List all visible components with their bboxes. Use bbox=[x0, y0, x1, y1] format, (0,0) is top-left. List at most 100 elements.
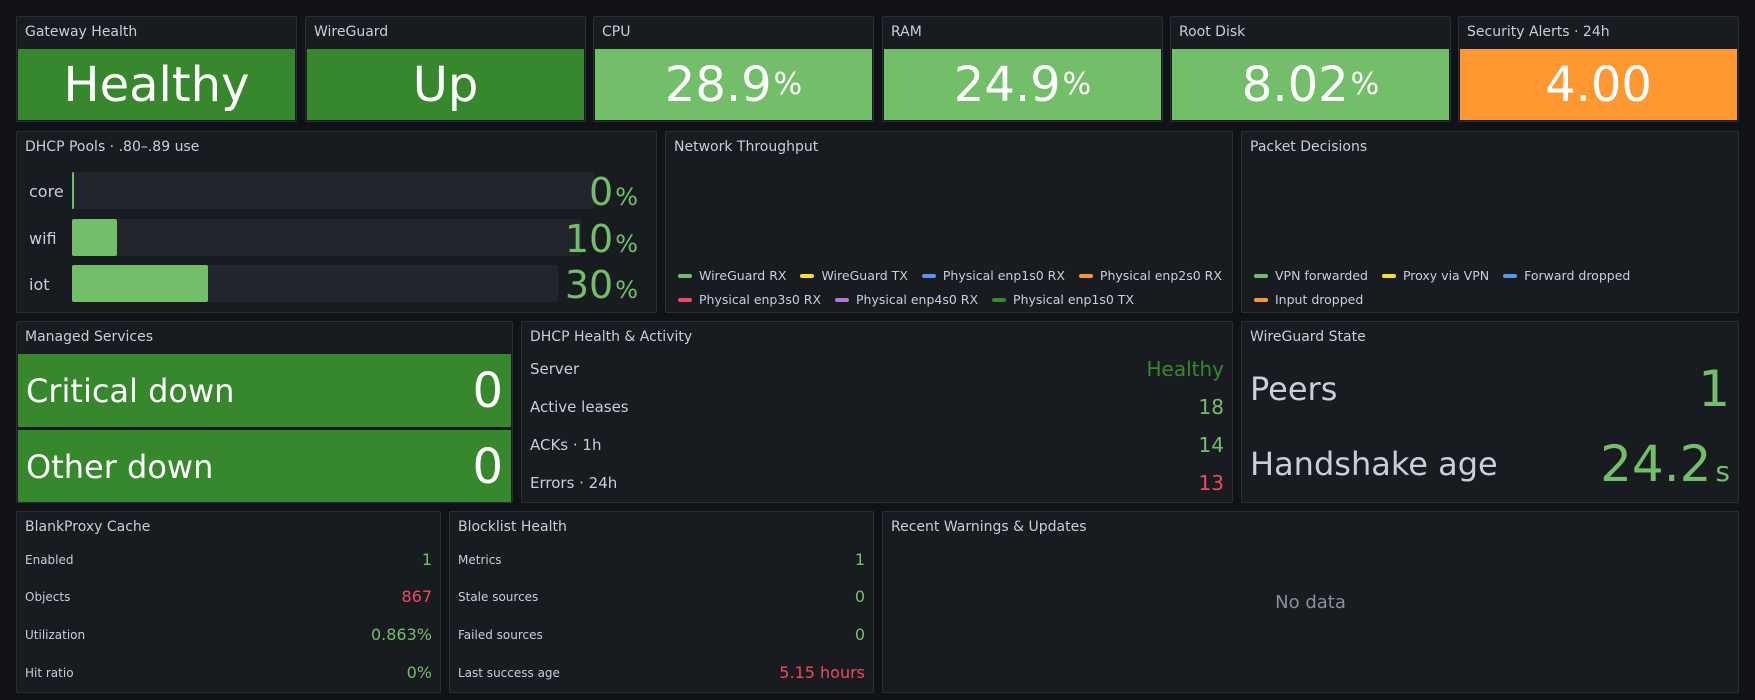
handshake-value: 24.2 s bbox=[1600, 435, 1730, 493]
panel-title: Network Throughput bbox=[674, 139, 819, 155]
legend-item[interactable]: Physical enp4s0 RX bbox=[835, 292, 978, 307]
panel-title: WireGuard bbox=[314, 24, 389, 40]
legend-item[interactable]: Physical enp2s0 RX bbox=[1078, 268, 1222, 283]
root-disk-panel[interactable]: Root Disk 8.02% bbox=[1170, 16, 1451, 122]
legend-swatch bbox=[1254, 297, 1268, 302]
row-label: Utilization bbox=[25, 627, 86, 642]
critical-down-label: Critical down bbox=[26, 371, 235, 410]
gateway-health-value-box: Healthy bbox=[18, 49, 295, 120]
panel-title: Managed Services bbox=[25, 329, 153, 345]
wireguard-value: Up bbox=[412, 56, 479, 113]
panel-title: BlankProxy Cache bbox=[25, 519, 151, 535]
active-leases-row: Active leases 18 bbox=[530, 395, 1224, 419]
legend-item[interactable]: Input dropped bbox=[1254, 292, 1363, 307]
panel-title: RAM bbox=[891, 24, 922, 40]
legend-swatch bbox=[1078, 273, 1093, 278]
throughput-legend-row-2: Physical enp3s0 RX Physical enp4s0 RX Ph… bbox=[678, 292, 1134, 307]
row-value: 13 bbox=[1198, 471, 1224, 495]
legend-item[interactable]: Proxy via VPN bbox=[1381, 268, 1490, 283]
legend-item[interactable]: Forward dropped bbox=[1503, 268, 1630, 283]
legend-swatch bbox=[678, 273, 692, 278]
other-down-box: Other down 0 bbox=[18, 430, 511, 502]
cpu-panel[interactable]: CPU 28.9% bbox=[593, 16, 874, 122]
recent-warnings-panel[interactable]: Recent Warnings & Updates No data bbox=[882, 511, 1739, 693]
packets-legend-row-2: Input dropped bbox=[1254, 292, 1363, 307]
blocklist-health-panel[interactable]: Blocklist Health Metrics 1 Stale sources… bbox=[449, 511, 874, 693]
last-success-row: Last success age 5.15 hours bbox=[458, 663, 865, 682]
disk-value-box: 8.02% bbox=[1172, 49, 1449, 120]
row-value: 0 bbox=[854, 587, 865, 606]
legend-item[interactable]: WireGuard TX bbox=[800, 268, 908, 283]
legend-item[interactable]: Physical enp3s0 RX bbox=[678, 292, 821, 307]
panel-title: Recent Warnings & Updates bbox=[891, 519, 1087, 535]
peers-row: Peers 1 bbox=[1250, 360, 1730, 418]
gauge-track bbox=[72, 265, 558, 302]
legend-label: WireGuard TX bbox=[821, 268, 908, 283]
gauge-number: 10 bbox=[564, 217, 614, 261]
managed-services-panel[interactable]: Managed Services Critical down 0 Other d… bbox=[16, 321, 513, 503]
ram-unit: % bbox=[1062, 67, 1092, 102]
legend-swatch bbox=[1381, 273, 1396, 278]
acks-row: ACKs · 1h 14 bbox=[530, 433, 1224, 457]
dhcp-health-panel[interactable]: DHCP Health & Activity Server Healthy Ac… bbox=[521, 321, 1233, 503]
cpu-value-box: 28.9% bbox=[595, 49, 872, 120]
gauge-unit: % bbox=[615, 183, 638, 211]
handshake-row: Handshake age 24.2 s bbox=[1250, 435, 1730, 493]
throughput-legend-row-1: WireGuard RX WireGuard TX Physical enp1s… bbox=[678, 268, 1222, 283]
gauge-value: 10% bbox=[565, 217, 638, 261]
alerts-value: 4.00 bbox=[1545, 56, 1652, 113]
row-value: 0.863% bbox=[370, 625, 432, 644]
stale-sources-row: Stale sources 0 bbox=[458, 587, 865, 606]
handshake-unit: s bbox=[1715, 455, 1730, 488]
dhcp-pools-panel[interactable]: DHCP Pools · .80–.89 use core 0% wifi 10… bbox=[16, 131, 657, 313]
disk-unit: % bbox=[1350, 67, 1380, 102]
packet-decisions-panel[interactable]: Packet Decisions VPN forwarded Proxy via… bbox=[1241, 131, 1739, 313]
row-label: Stale sources bbox=[458, 589, 539, 604]
other-down-label: Other down bbox=[26, 447, 214, 486]
gauge-fill bbox=[72, 219, 117, 256]
row-value: 5.15 hours bbox=[779, 663, 865, 682]
row-label: Hit ratio bbox=[25, 665, 74, 680]
failed-sources-row: Failed sources 0 bbox=[458, 625, 865, 644]
errors-row: Errors · 24h 13 bbox=[530, 471, 1224, 495]
legend-swatch bbox=[800, 273, 815, 278]
legend-label: Physical enp4s0 RX bbox=[856, 292, 979, 307]
enabled-row: Enabled 1 bbox=[25, 550, 432, 569]
security-alerts-panel[interactable]: Security Alerts · 24h 4.00 bbox=[1458, 16, 1739, 122]
legend-label: Physical enp1s0 TX bbox=[1013, 292, 1134, 307]
legend-swatch bbox=[678, 297, 692, 302]
handshake-label: Handshake age bbox=[1250, 445, 1498, 483]
panel-title: Gateway Health bbox=[25, 24, 138, 40]
legend-item[interactable]: VPN forwarded bbox=[1254, 268, 1368, 283]
no-data-message: No data bbox=[1275, 591, 1346, 613]
ram-panel[interactable]: RAM 24.9% bbox=[882, 16, 1163, 122]
metrics-row: Metrics 1 bbox=[458, 550, 865, 569]
network-throughput-panel[interactable]: Network Throughput WireGuard RX WireGuar… bbox=[665, 131, 1233, 313]
gauge-fill bbox=[72, 265, 208, 302]
panel-title: DHCP Pools · .80–.89 use bbox=[25, 139, 200, 155]
row-label: Objects bbox=[25, 589, 71, 604]
row-label: Server bbox=[530, 360, 580, 378]
panel-title: DHCP Health & Activity bbox=[530, 329, 693, 345]
blankproxy-cache-panel[interactable]: BlankProxy Cache Enabled 1 Objects 867 U… bbox=[16, 511, 441, 693]
legend-item[interactable]: WireGuard RX bbox=[678, 268, 786, 283]
row-label: Failed sources bbox=[458, 627, 543, 642]
panel-title: CPU bbox=[602, 24, 631, 40]
legend-item[interactable]: Physical enp1s0 TX bbox=[992, 292, 1134, 307]
legend-label: Physical enp3s0 RX bbox=[699, 292, 822, 307]
gauge-unit: % bbox=[615, 276, 638, 304]
wireguard-state-panel[interactable]: WireGuard State Peers 1 Handshake age 24… bbox=[1241, 321, 1739, 503]
gauge-fill bbox=[72, 172, 74, 209]
handshake-number: 24.2 bbox=[1600, 435, 1712, 493]
utilization-row: Utilization 0.863% bbox=[25, 625, 432, 644]
wireguard-panel[interactable]: WireGuard Up bbox=[305, 16, 586, 122]
legend-label: Proxy via VPN bbox=[1402, 268, 1490, 283]
panel-title: Security Alerts · 24h bbox=[1467, 24, 1610, 40]
packets-legend-row-1: VPN forwarded Proxy via VPN Forward drop… bbox=[1254, 268, 1630, 283]
gateway-health-panel[interactable]: Gateway Health Healthy bbox=[16, 16, 297, 122]
gauge-label: wifi bbox=[29, 229, 57, 248]
panel-title: Packet Decisions bbox=[1250, 139, 1368, 155]
gauge-label: core bbox=[29, 182, 64, 201]
objects-row: Objects 867 bbox=[25, 587, 432, 606]
legend-item[interactable]: Physical enp1s0 RX bbox=[921, 268, 1065, 283]
